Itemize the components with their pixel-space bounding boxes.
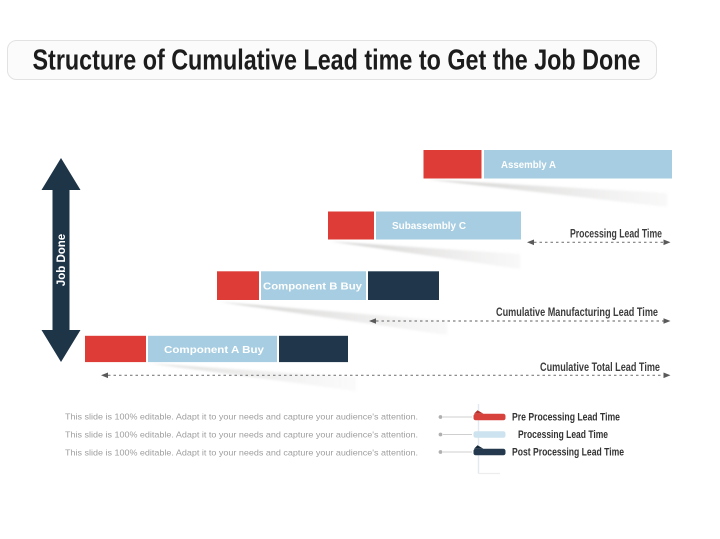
svg-text:Cumulative Manufacturing Lead: Cumulative Manufacturing Lead Time [496, 307, 658, 319]
svg-text:Component A Buy: Component A Buy [164, 344, 264, 356]
svg-text:Cumulative Total Lead Time: Cumulative Total Lead Time [540, 362, 660, 374]
svg-text:Assembly A: Assembly A [501, 159, 556, 171]
svg-text:This slide is 100% editable. A: This slide is 100% editable. Adapt it to… [65, 412, 418, 422]
svg-text:Subassembly C: Subassembly C [392, 220, 466, 232]
svg-text:Component B Buy: Component B Buy [263, 281, 362, 293]
svg-text:Processing Lead Time: Processing Lead Time [570, 229, 662, 241]
svg-text:Processing Lead Time: Processing Lead Time [518, 429, 608, 441]
svg-text:This slide is 100% editable. A: This slide is 100% editable. Adapt it to… [65, 448, 418, 458]
svg-text:Structure of Cumulative Lead t: Structure of Cumulative Lead time to Get… [33, 45, 641, 77]
svg-text:Job Done: Job Done [56, 234, 68, 286]
svg-text:This slide is 100% editable. A: This slide is 100% editable. Adapt it to… [65, 430, 418, 440]
svg-text:Post Processing Lead Time: Post Processing Lead Time [512, 447, 624, 459]
svg-text:Pre Processing Lead Time: Pre Processing Lead Time [512, 412, 620, 424]
